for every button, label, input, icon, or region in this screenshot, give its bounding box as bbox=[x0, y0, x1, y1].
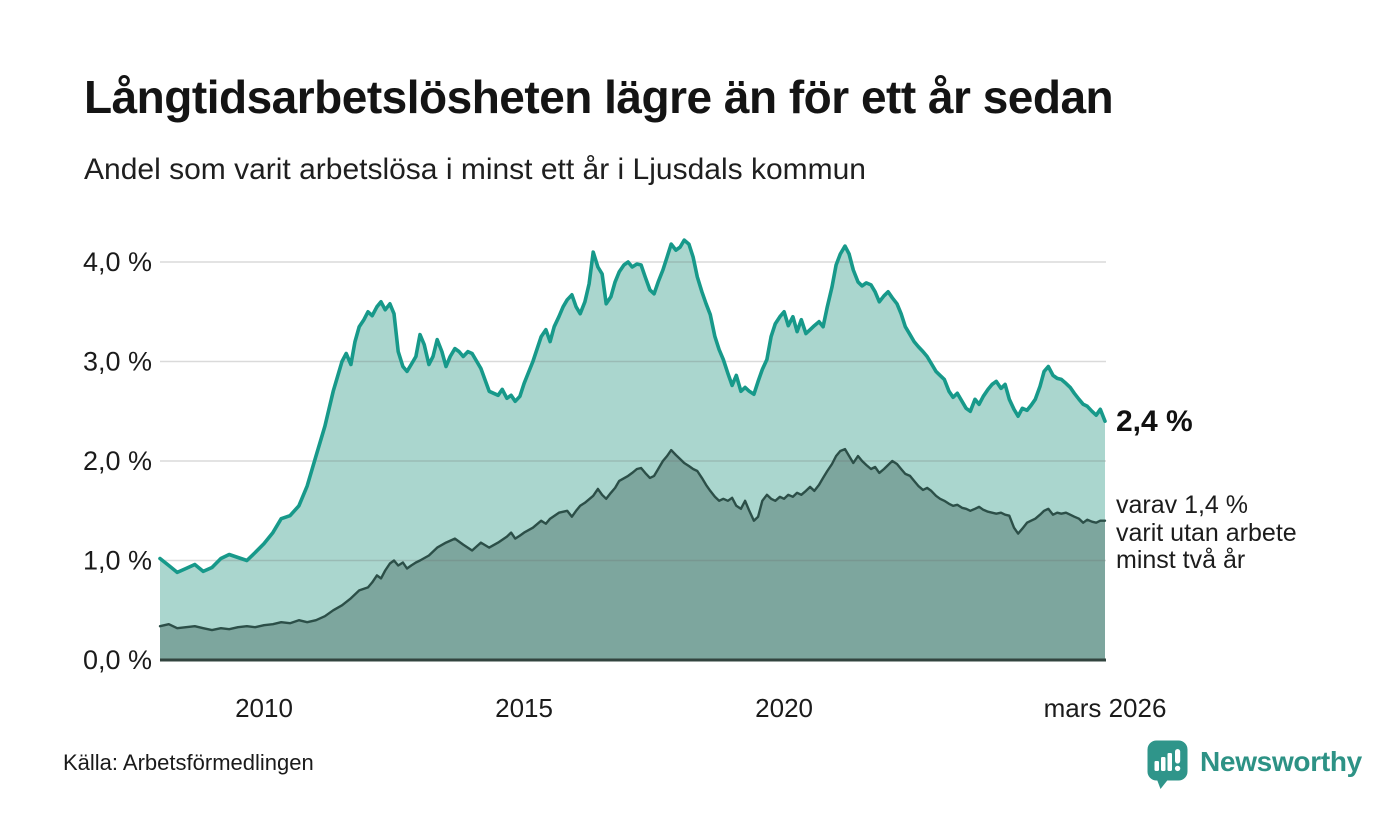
series-line-1year bbox=[158, 238, 1107, 575]
chart-areas bbox=[160, 240, 1105, 660]
page-title: Långtidsarbetslösheten lägre än för ett … bbox=[84, 71, 1114, 123]
chart-lines bbox=[158, 238, 1107, 662]
newsworthy-wordmark: Newsworthy bbox=[1200, 746, 1362, 777]
secondary-value-label: varav 1,4 % varit utan arbete minst två … bbox=[1116, 491, 1297, 575]
x-axis-label: 2020 bbox=[755, 693, 813, 723]
y-axis-label: 0,0 % bbox=[83, 645, 152, 675]
y-axis-label: 4,0 % bbox=[83, 247, 152, 277]
chart-gridlines bbox=[160, 261, 1106, 562]
chart-axis: 0,0 % 1,0 % 2,0 % 3,0 % 4,0 % 2010 2015 2020 mar… bbox=[83, 247, 1166, 723]
source-caption: Källa: Arbetsförmedlingen bbox=[63, 750, 314, 775]
x-axis-label: 2015 bbox=[495, 693, 553, 723]
page-subtitle: Andel som varit arbetslösa i minst ett å… bbox=[84, 153, 866, 186]
newsworthy-logo: Newsworthy bbox=[1147, 740, 1362, 790]
series-area-2year bbox=[160, 449, 1105, 660]
y-axis-label: 2,0 % bbox=[83, 446, 152, 476]
y-axis-label: 1,0 % bbox=[83, 546, 152, 576]
latest-value-label: 2,4 % bbox=[1116, 405, 1193, 438]
secondary-value-line1: varav 1,4 % bbox=[1116, 491, 1249, 519]
y-axis-label: 3,0 % bbox=[83, 347, 152, 377]
secondary-value-line2: varit utan arbete bbox=[1116, 518, 1297, 547]
x-axis-label: mars 2026 bbox=[1044, 693, 1167, 723]
newsworthy-icon bbox=[1147, 740, 1188, 789]
x-axis-label: 2010 bbox=[235, 693, 293, 723]
series-line-2year bbox=[158, 447, 1107, 632]
secondary-value-line3: minst två år bbox=[1116, 546, 1246, 574]
